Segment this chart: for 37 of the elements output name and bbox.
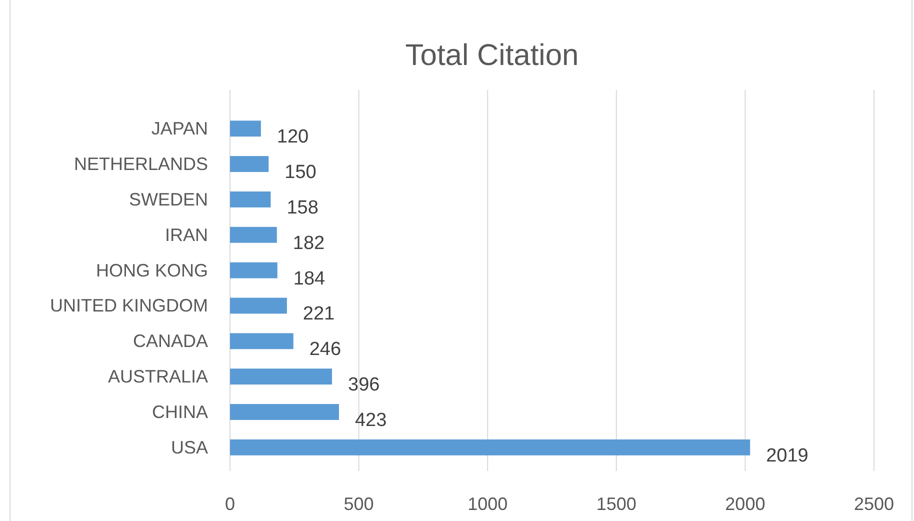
data-label: 150 xyxy=(284,162,316,184)
y-tick-label: NETHERLANDS xyxy=(74,154,208,174)
x-tick-label: 1500 xyxy=(596,494,636,514)
y-tick-label: UNITED KINGDOM xyxy=(50,296,208,316)
bar xyxy=(230,156,269,172)
data-label: 396 xyxy=(348,374,380,396)
bar xyxy=(230,298,287,314)
data-label: 184 xyxy=(293,268,326,290)
chart-title: Total Citation xyxy=(405,39,579,72)
y-tick-label: JAPAN xyxy=(151,118,208,139)
x-tick-label: 0 xyxy=(224,494,236,514)
x-tick-label: 500 xyxy=(344,494,374,514)
y-tick-label: CANADA xyxy=(132,331,208,352)
y-tick-label: SWEDEN xyxy=(128,189,208,210)
data-label: 2019 xyxy=(766,445,808,466)
data-label: 246 xyxy=(309,339,342,360)
bar xyxy=(230,439,750,456)
x-tick-label: 1000 xyxy=(468,494,508,514)
bar xyxy=(230,191,271,208)
y-tick-label: HONG KONG xyxy=(96,260,208,280)
x-tick-label: 2500 xyxy=(854,494,894,514)
bar xyxy=(230,262,278,278)
y-tick-label: AUSTRALIA xyxy=(108,366,208,387)
data-label: 120 xyxy=(276,126,309,148)
bar xyxy=(230,404,339,420)
bar xyxy=(230,120,261,137)
y-tick-label: CHINA xyxy=(152,402,208,422)
data-label: 423 xyxy=(354,410,387,431)
bar xyxy=(230,368,332,385)
y-tick-label: USA xyxy=(170,437,208,458)
bar xyxy=(230,226,277,243)
y-tick-label: IRAN xyxy=(164,224,208,245)
bar xyxy=(230,333,294,350)
data-label: 182 xyxy=(292,232,325,254)
x-tick-label: 2000 xyxy=(725,494,766,514)
data-label: 221 xyxy=(302,304,335,325)
data-label: 158 xyxy=(286,197,318,218)
